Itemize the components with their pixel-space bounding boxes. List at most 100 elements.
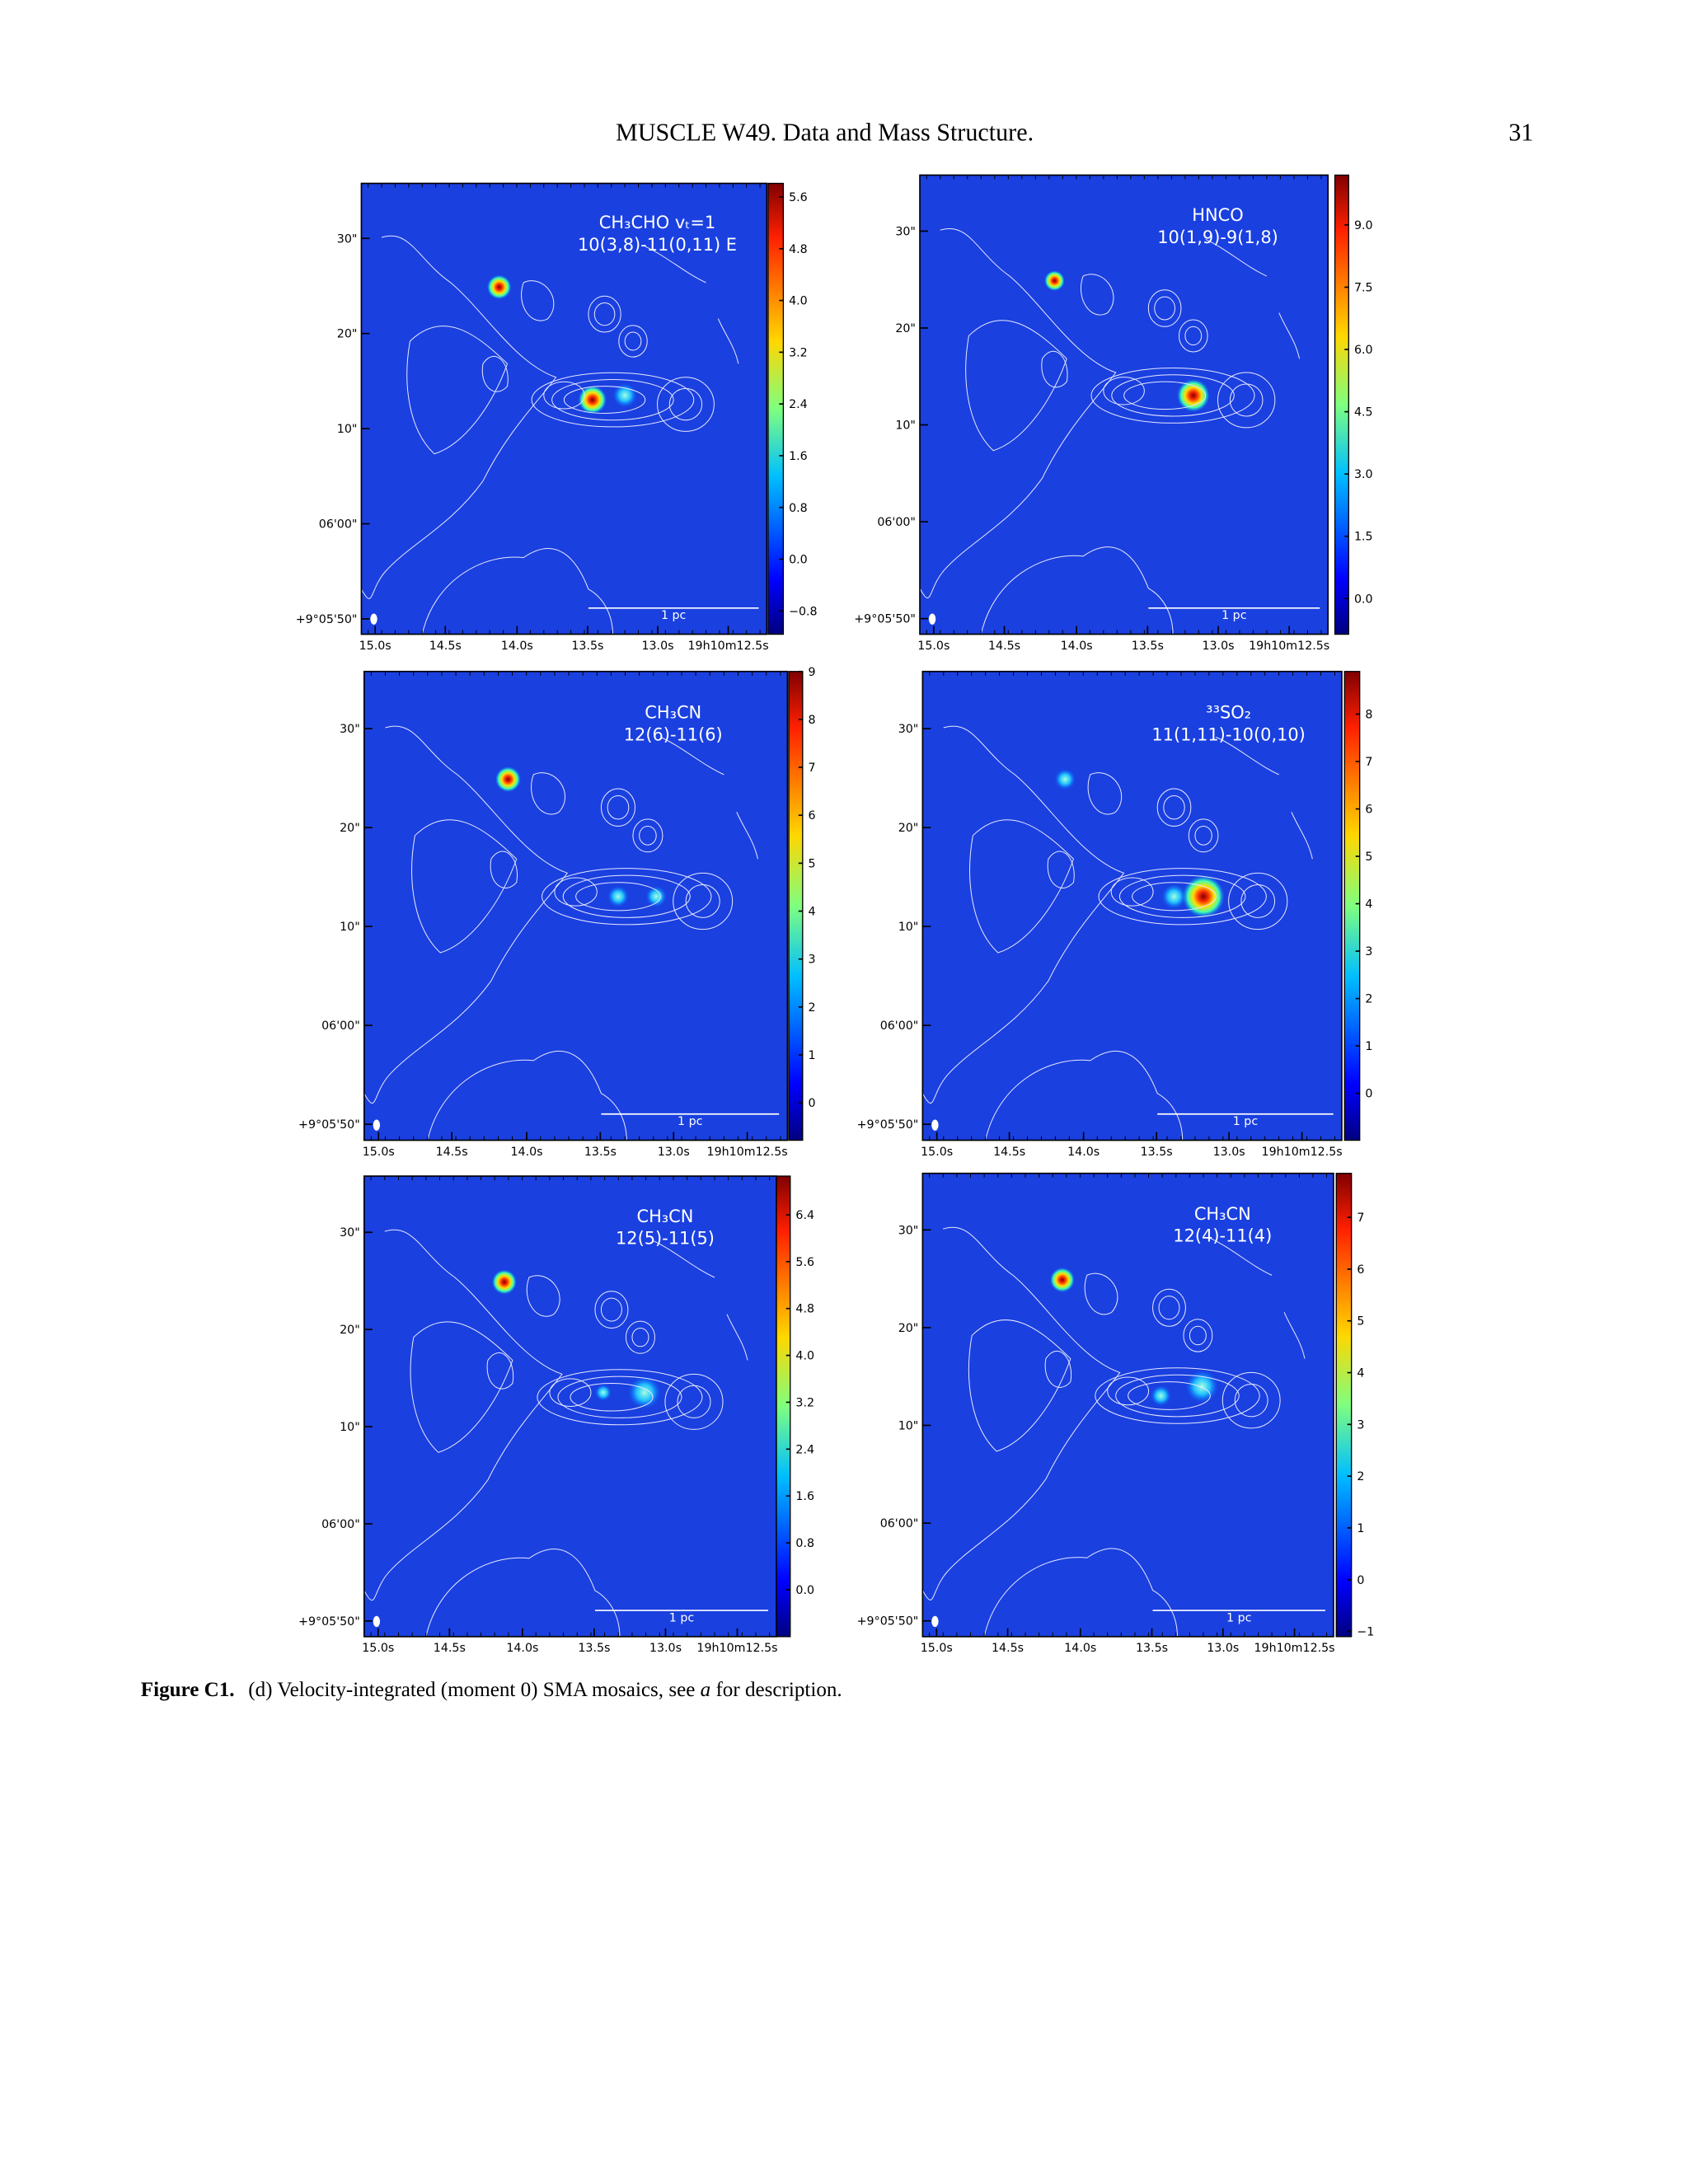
contour [632, 1328, 649, 1346]
colorbar-tick-label: 8 [809, 714, 816, 727]
scale-bar-label: 1 pc [678, 1115, 702, 1128]
beam [931, 1615, 939, 1628]
contour [1218, 373, 1275, 428]
colorbar-tick-label: 6.0 [1354, 344, 1373, 357]
colorbar-tick-label: 5 [1365, 851, 1372, 864]
contours [920, 228, 1300, 634]
contour [1116, 1375, 1240, 1417]
line-label: CH₃CN [645, 703, 701, 723]
contour [1112, 375, 1235, 416]
x-tick-label: 14.0s [510, 1146, 542, 1159]
contour [564, 387, 645, 414]
x-tick-label: 14.5s [993, 1146, 1025, 1159]
colorbar-tick-label: 4 [1365, 898, 1372, 912]
contours [364, 1230, 748, 1637]
x-tick-label: 13.5s [571, 640, 603, 653]
line-label: 11(1,11)-10(0,10) [1151, 724, 1305, 744]
y-tick-label: 10" [340, 921, 360, 934]
contour [986, 1051, 1183, 1140]
emission-peak [1044, 270, 1065, 291]
contour [522, 281, 554, 321]
line-label: 12(6)-11(6) [624, 724, 723, 744]
emission-peak [578, 385, 607, 415]
x-tick-label: 15.0s [921, 1642, 953, 1655]
contour [1189, 819, 1218, 852]
contour [487, 1352, 513, 1389]
caption-text: (d) Velocity-integrated (moment 0) SMA m… [248, 1679, 700, 1701]
contour [490, 851, 517, 888]
contour [1210, 1238, 1305, 1358]
contour [1104, 377, 1145, 405]
emission-peak [1054, 768, 1076, 790]
colorbar-tick-label: 7.5 [1354, 281, 1373, 294]
x-tick-label: 13.0s [1207, 1642, 1239, 1655]
colorbar-tick-label: 7 [1357, 1212, 1364, 1225]
emission-peak [607, 885, 629, 907]
x-tick-label: 13.0s [1202, 640, 1234, 653]
colorbar-tick-label: −1 [1357, 1626, 1374, 1639]
map-panel: 15.0s 14.5s 14.0s 13.5s 13.0s 19h10m12.5s +9°0… [298, 1176, 814, 1655]
line-label: CH₃CHO vₜ=1 [599, 213, 715, 232]
contour [412, 820, 517, 953]
contour [968, 1319, 1070, 1451]
contour [1185, 326, 1202, 344]
line-label: 12(4)-11(4) [1173, 1226, 1272, 1246]
contour [1206, 239, 1300, 359]
contour [633, 819, 663, 852]
contour [552, 379, 674, 419]
contours [922, 726, 1312, 1141]
x-tick-label: 15.0s [362, 1642, 394, 1655]
map-panel: 15.0s 14.5s 14.0s 13.5s 13.0s 19h10m12.5s +9°0… [298, 666, 815, 1159]
contour [482, 356, 508, 391]
x-tick-label: 14.5s [992, 1642, 1024, 1655]
contour [426, 1549, 620, 1637]
map-panel: 15.0s 14.5s 14.0s 13.5s 13.0s 19h10m12.5s +9°0… [857, 1174, 1375, 1656]
beam [370, 613, 377, 625]
scale-bar-label: 1 pc [1226, 1611, 1251, 1624]
x-tick-label: 14.5s [429, 640, 462, 653]
colorbar-tick-label: 5.6 [795, 1256, 814, 1269]
contour [361, 236, 556, 598]
contour [625, 332, 641, 350]
y-tick-label: 06'00" [880, 1019, 919, 1033]
x-tick-label: 13.5s [584, 1146, 617, 1159]
caption: Figure C1. (d) Velocity-integrated (momen… [141, 1679, 842, 1701]
contour [981, 547, 1173, 635]
contour [922, 726, 1123, 1104]
emission-peak [1176, 379, 1210, 412]
contour [669, 388, 701, 419]
contour [607, 795, 629, 818]
contour [1042, 351, 1067, 387]
colorbar-tick-label: 6 [809, 809, 816, 823]
colorbar-tick-label: 2 [1357, 1470, 1364, 1483]
colorbar-tick-label: 7 [809, 762, 816, 775]
contours [922, 1227, 1305, 1637]
contour [364, 726, 568, 1104]
colorbar [1335, 1173, 1353, 1638]
scale-bar-label: 1 pc [1233, 1115, 1258, 1128]
colorbar-tick-label: 0.0 [795, 1584, 814, 1597]
colorbar-tick-label: 4.8 [789, 243, 808, 256]
y-tick-label: 20" [340, 822, 360, 835]
colorbar-tick-label: 3.0 [1354, 468, 1373, 481]
contour [428, 1051, 626, 1140]
x-tick-label: 19h10m12.5s [1254, 1642, 1334, 1655]
colorbar-tick-label: 4.8 [795, 1303, 814, 1316]
contour [550, 1379, 591, 1407]
contour [1216, 737, 1312, 859]
contour [1229, 873, 1287, 929]
colorbar-tick-label: 2 [809, 1001, 816, 1015]
contour [1088, 773, 1122, 814]
contour [555, 878, 597, 906]
x-tick-label: 13.0s [1213, 1146, 1245, 1159]
colorbar-tick-label: 0 [1365, 1088, 1372, 1101]
x-tick-label: 15.0s [917, 640, 950, 653]
contour [588, 296, 621, 332]
y-tick-label: 30" [337, 232, 358, 246]
y-tick-label: 06'00" [319, 518, 358, 532]
emission-peak [645, 885, 668, 907]
map-frame [360, 182, 768, 635]
y-tick-label: 10" [898, 1420, 919, 1433]
colorbar-tick-label: 0.0 [789, 554, 808, 567]
